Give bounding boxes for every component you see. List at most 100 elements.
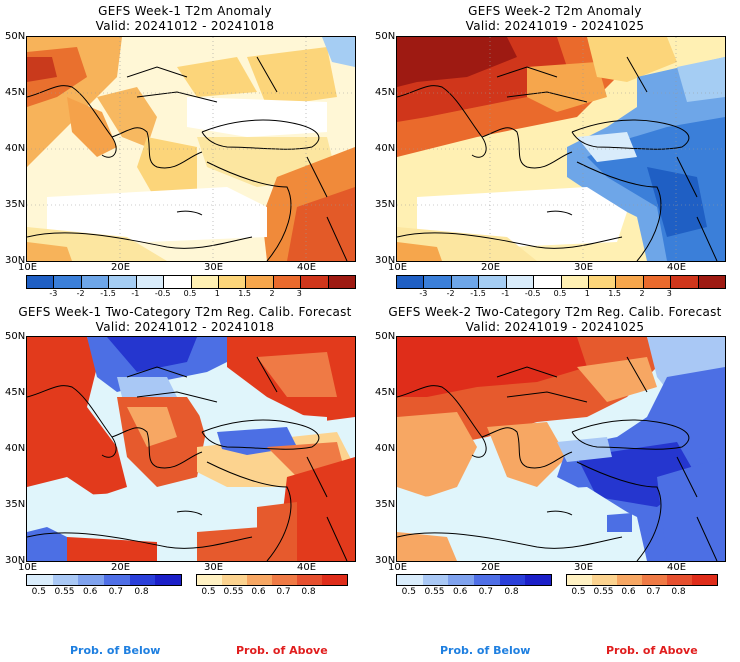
anomaly-colorbar-swatch: [245, 276, 273, 288]
lat-label-40n: 40N: [5, 443, 26, 454]
prob-below-colorbar: [26, 574, 182, 586]
anomaly-colorbar-swatch: [423, 276, 451, 288]
panel-title: GEFS Week-2 Two-Category T2m Reg. Calib.…: [388, 305, 722, 319]
anomaly-colorbar-tick-label: 1: [214, 289, 220, 298]
anomaly-colorbar-tick-label: 1.5: [238, 289, 252, 298]
anomaly-colorbar-tick-label: -0.5: [154, 289, 171, 298]
prob-below-colorbar-swatch: [104, 575, 130, 585]
lon-label-10e: 10E: [18, 562, 38, 573]
anomaly-colorbar-tick-label: 0.5: [553, 289, 567, 298]
lon-label-10e: 10E: [18, 262, 38, 273]
prob-below-legend-label: Prob. of Below: [440, 644, 531, 657]
panel-week2-anomaly: GEFS Week-2 T2m Anomaly Valid: 20241019 …: [370, 0, 740, 300]
prob-below-colorbar-tick-label: 0.55: [424, 587, 445, 597]
anomaly-colorbar-tick-label: -1: [501, 289, 510, 298]
probability-map-plot: [27, 337, 355, 561]
anomaly-colorbar-tick-label: -3: [49, 289, 58, 298]
lon-label-30e: 30E: [574, 262, 594, 273]
lon-label-10e: 10E: [388, 562, 408, 573]
prob-below-colorbar: [396, 574, 552, 586]
anomaly-colorbar-swatch: [135, 276, 164, 288]
prob-above-colorbar-swatch: [692, 575, 717, 585]
prob-below-colorbar-tick-label: 0.8: [504, 587, 519, 597]
panel-title: GEFS Week-1 Two-Category T2m Reg. Calib.…: [18, 305, 352, 319]
prob-above-colorbar-tick-label: 0.7: [646, 587, 661, 597]
prob-below-colorbar-tick-label: 0.7: [478, 587, 493, 597]
probability-map-plot: [397, 337, 725, 561]
prob-below-colorbar-tick-label: 0.5: [31, 587, 46, 597]
anomaly-map-plot: [27, 37, 355, 261]
anomaly-colorbar-tick-label: -2: [446, 289, 455, 298]
prob-above-colorbar-swatch: [592, 575, 617, 585]
probability-map: [396, 336, 726, 562]
panel-title: GEFS Week-2 T2m Anomaly: [468, 4, 642, 18]
prob-below-colorbar-swatch: [129, 575, 156, 585]
lat-label-40n: 40N: [5, 143, 26, 154]
anomaly-colorbar-swatch: [560, 276, 588, 288]
anomaly-colorbar-swatch: [53, 276, 81, 288]
lat-label-50n: 50N: [375, 31, 396, 42]
prob-below-colorbar-swatch: [78, 575, 105, 585]
anomaly-colorbar: [396, 275, 726, 289]
prob-above-colorbar-tick-label: 0.55: [593, 587, 614, 597]
prob-below-colorbar-swatch: [422, 575, 449, 585]
prob-below-colorbar-tick-label: 0.8: [134, 587, 149, 597]
prob-below-colorbar-tick-label: 0.5: [401, 587, 416, 597]
prob-above-legend-label: Prob. of Above: [236, 644, 328, 657]
lat-label-50n: 50N: [375, 331, 396, 342]
anomaly-colorbar-swatch: [505, 276, 534, 288]
anomaly-colorbar-swatch: [533, 276, 561, 288]
anomaly-map: [26, 36, 356, 262]
lat-label-45n: 45N: [375, 87, 396, 98]
prob-above-labels: 0.5 0.55 0.6 0.7 0.8: [566, 587, 716, 597]
anomaly-colorbar-tick-label: 0.5: [183, 289, 197, 298]
panel-valid-dates: Valid: 20241019 - 20241025: [465, 320, 645, 334]
anomaly-colorbar-swatch: [163, 276, 191, 288]
prob-above-colorbar: [566, 574, 718, 586]
anomaly-colorbar-swatch: [327, 276, 356, 288]
panel-week2-probability: GEFS Week-2 Two-Category T2m Reg. Calib.…: [370, 300, 740, 662]
lat-label-35n: 35N: [5, 499, 26, 510]
lat-label-45n: 45N: [5, 387, 26, 398]
anomaly-colorbar: [26, 275, 356, 289]
anomaly-colorbar-swatch: [190, 276, 218, 288]
lat-label-45n: 45N: [5, 87, 26, 98]
lon-label-30e: 30E: [574, 562, 594, 573]
anomaly-colorbar-swatch: [478, 276, 506, 288]
anomaly-colorbar-tick-label: -0.5: [524, 289, 541, 298]
prob-above-colorbar-swatch: [247, 575, 272, 585]
lat-label-40n: 40N: [375, 143, 396, 154]
prob-below-colorbar-swatch: [499, 575, 526, 585]
anomaly-colorbar-labels: -3 -2 -1.5 -1 -0.5 0.5 1 1.5 2 3: [396, 289, 724, 299]
lat-label-35n: 35N: [5, 199, 26, 210]
lat-label-30n: 30N: [375, 555, 396, 566]
anomaly-colorbar-tick-label: -1: [131, 289, 140, 298]
prob-above-colorbar-tick-label: 0.7: [276, 587, 291, 597]
anomaly-colorbar-swatch: [272, 276, 301, 288]
anomaly-colorbar-swatch: [80, 276, 109, 288]
prob-above-colorbar-tick-label: 0.8: [301, 587, 316, 597]
anomaly-map-plot: [397, 37, 725, 261]
prob-above-colorbar-swatch: [272, 575, 297, 585]
anomaly-colorbar-swatch: [300, 276, 328, 288]
anomaly-colorbar-swatch: [108, 276, 136, 288]
panel-valid-dates: Valid: 20241012 - 20241018: [95, 19, 275, 33]
anomaly-colorbar-tick-label: -3: [419, 289, 428, 298]
anomaly-colorbar-labels: -3 -2 -1.5 -1 -0.5 0.5 1 1.5 2 3: [26, 289, 354, 299]
probability-map: [26, 336, 356, 562]
prob-above-colorbar-tick-label: 0.6: [251, 587, 266, 597]
lat-label-50n: 50N: [5, 331, 26, 342]
prob-above-colorbar-tick-label: 0.6: [621, 587, 636, 597]
lon-label-20e: 20E: [481, 562, 501, 573]
lon-label-10e: 10E: [388, 262, 408, 273]
prob-above-colorbar-swatch: [617, 575, 642, 585]
prob-above-colorbar-swatch: [567, 575, 592, 585]
anomaly-colorbar-tick-label: 2: [639, 289, 645, 298]
anomaly-colorbar-tick-label: 1.5: [608, 289, 622, 298]
lat-label-35n: 35N: [375, 199, 396, 210]
prob-above-colorbar: [196, 574, 348, 586]
prob-above-colorbar-swatch: [222, 575, 247, 585]
prob-below-labels: 0.5 0.55 0.6 0.7 0.8: [26, 587, 180, 597]
lat-label-35n: 35N: [375, 499, 396, 510]
lon-label-30e: 30E: [204, 262, 224, 273]
